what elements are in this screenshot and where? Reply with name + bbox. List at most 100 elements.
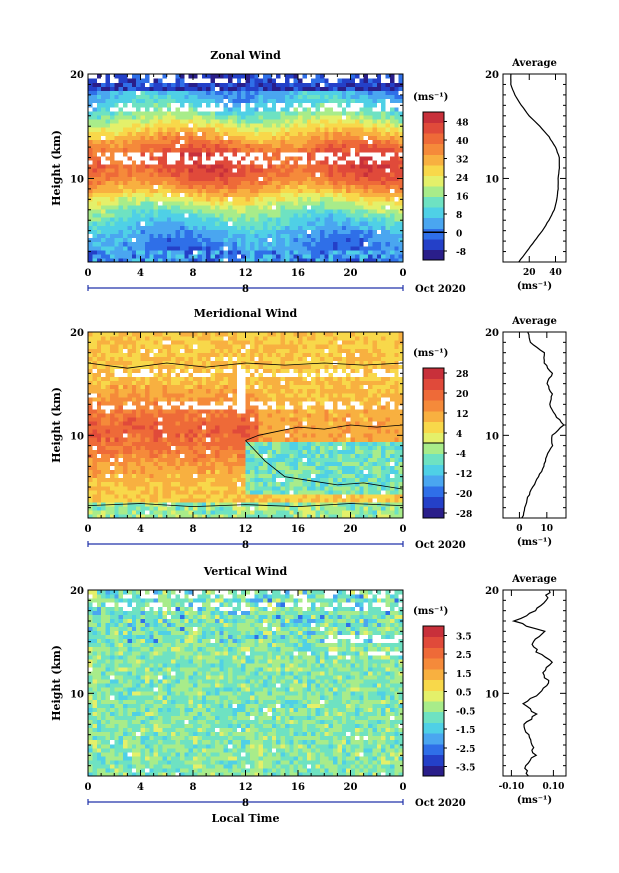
heatmap-cell xyxy=(398,168,404,173)
heatmap-cell xyxy=(223,257,229,263)
heatmap-cell xyxy=(193,336,198,341)
heatmap-cell xyxy=(193,445,198,450)
heatmap-cell xyxy=(372,249,378,255)
heatmap-cells xyxy=(88,332,404,519)
heatmap-cell xyxy=(315,106,321,112)
heatmap-cell xyxy=(324,131,330,136)
heatmap-cell xyxy=(158,477,163,483)
heatmap-cell xyxy=(109,501,115,507)
heatmap-cell xyxy=(337,102,343,108)
heatmap-cell xyxy=(363,188,369,194)
heatmap-cell xyxy=(350,253,356,259)
heatmap-cell xyxy=(197,336,203,341)
heatmap-cell xyxy=(197,392,203,398)
heatmap-cell xyxy=(359,135,365,140)
heatmap-cell xyxy=(311,135,317,140)
heatmap-cell xyxy=(166,229,172,234)
heatmap-cell xyxy=(389,221,395,226)
heatmap-cell xyxy=(311,208,317,214)
heatmap-cell xyxy=(109,372,115,378)
heatmap-cell xyxy=(280,159,286,165)
heatmap-cell xyxy=(149,481,155,487)
heatmap-cell xyxy=(223,489,229,495)
heatmap-cell xyxy=(153,425,159,430)
heatmap-cell xyxy=(166,465,172,471)
heatmap-cell xyxy=(118,445,124,450)
heatmap-cell xyxy=(354,225,360,230)
heatmap-cell xyxy=(136,433,142,438)
heatmap-cell xyxy=(171,461,177,467)
heatmap-cell xyxy=(341,180,347,185)
heatmap-cell xyxy=(315,86,321,91)
heatmap-cell xyxy=(337,135,343,140)
heatmap-cell xyxy=(258,253,264,259)
heatmap-cell xyxy=(88,368,93,374)
heatmap-cell xyxy=(131,420,137,426)
heatmap-cell xyxy=(359,208,365,214)
heatmap-cell xyxy=(258,188,264,194)
heatmap-cell xyxy=(101,485,107,491)
heatmap-cell xyxy=(219,433,225,438)
heatmap-cell xyxy=(153,509,159,515)
heatmap-cell xyxy=(153,416,159,422)
heatmap-cell xyxy=(179,94,185,100)
heatmap-cell xyxy=(315,143,321,149)
heatmap-cell xyxy=(127,102,133,108)
heatmap-cell xyxy=(118,74,124,79)
heatmap-cell xyxy=(162,336,168,341)
heatmap-cell xyxy=(223,477,229,483)
heatmap-cell xyxy=(201,74,207,79)
heatmap-cell xyxy=(166,433,172,438)
heatmap-cell xyxy=(127,481,133,487)
heatmap-cell xyxy=(101,204,107,210)
heatmap-cell xyxy=(385,155,391,161)
heatmap-cell xyxy=(179,192,185,198)
heatmap-cell xyxy=(394,106,400,112)
heatmap-cell xyxy=(210,225,216,230)
heatmap-cell xyxy=(389,188,395,194)
heatmap-cell xyxy=(123,497,128,503)
heatmap-cell xyxy=(105,384,111,390)
heatmap-cell xyxy=(179,118,185,124)
heatmap-cell xyxy=(88,212,93,218)
heatmap-cell xyxy=(175,489,181,495)
heatmap-cell xyxy=(293,196,299,202)
heatmap-cell xyxy=(101,352,107,357)
heatmap-cell xyxy=(88,388,93,394)
heatmap-cell xyxy=(171,392,177,398)
heatmap-cell xyxy=(166,204,172,210)
heatmap-cell xyxy=(210,221,216,226)
heatmap-cell xyxy=(184,102,190,108)
heatmap-cell xyxy=(236,172,242,177)
x-axis: 0 4 8 12 16 20 08 Oct 2020 xyxy=(85,74,466,295)
heatmap-cell xyxy=(389,94,395,100)
heatmap-cell xyxy=(376,151,382,157)
heatmap-cell xyxy=(319,212,325,218)
heatmap-cell xyxy=(184,400,190,406)
heatmap-cell xyxy=(271,229,277,234)
heatmap-cell xyxy=(179,412,185,418)
heatmap-cell xyxy=(118,493,124,499)
heatmap-cell xyxy=(267,184,273,190)
heatmap-cell xyxy=(271,163,277,169)
heatmap-cell xyxy=(118,78,124,83)
heatmap-cell xyxy=(105,229,111,234)
heatmap-cell xyxy=(201,449,207,454)
heatmap-cell xyxy=(324,127,330,132)
heatmap-cell xyxy=(236,98,242,104)
heatmap-cell xyxy=(381,253,387,259)
heatmap-cell xyxy=(136,233,142,239)
heatmap-cell xyxy=(328,102,334,108)
heatmap-cell xyxy=(158,425,163,430)
heatmap-cell xyxy=(363,110,369,116)
heatmap-cell xyxy=(263,237,268,243)
heatmap-cell xyxy=(88,204,93,210)
heatmap-cell xyxy=(228,453,233,458)
heatmap-cell xyxy=(232,257,238,263)
heatmap-cell xyxy=(219,392,225,398)
heatmap-cell xyxy=(315,208,321,214)
heatmap-cell xyxy=(123,94,128,100)
heatmap-cell xyxy=(101,180,107,185)
heatmap-cell xyxy=(171,110,177,116)
heatmap-cell xyxy=(127,200,133,206)
